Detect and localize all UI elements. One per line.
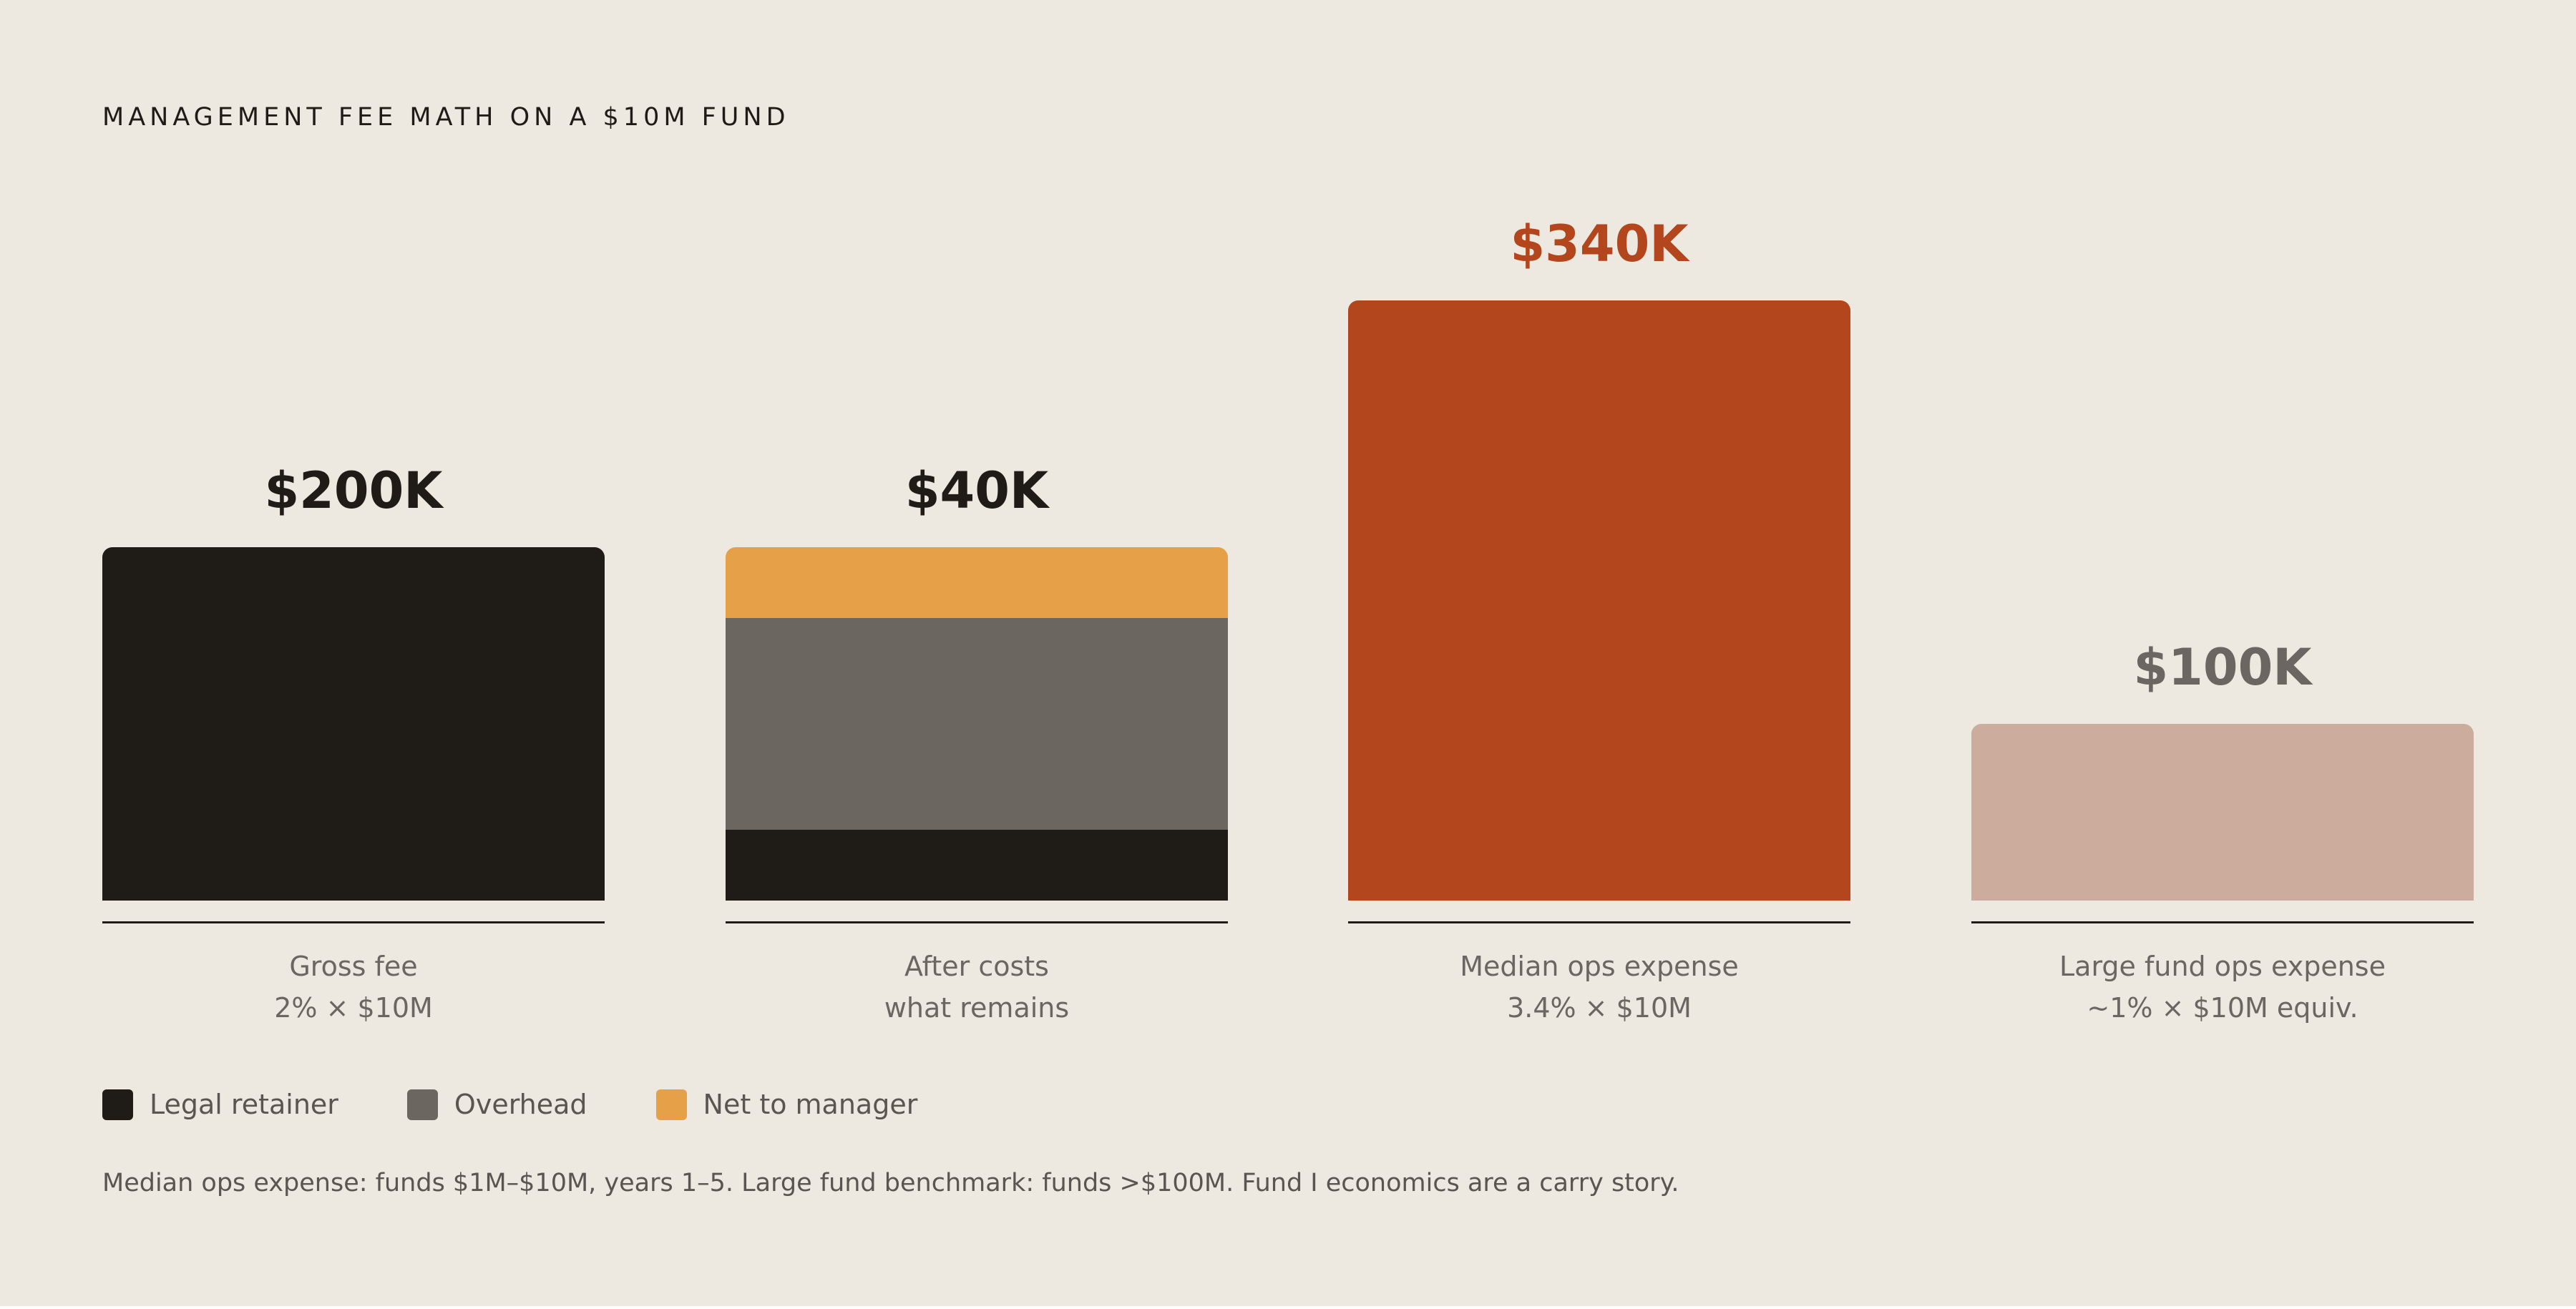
bar-1-segment-1 <box>102 547 605 901</box>
category-label-line2: 3.4% × $10M <box>1507 992 1692 1024</box>
category-label-line2: what remains <box>884 992 1070 1024</box>
bar-1-category-label: Gross fee 2% × $10M <box>102 946 605 1029</box>
bar-3 <box>1348 300 1850 901</box>
bar-4-value-label: $100K <box>2133 638 2312 697</box>
bar-1-baseline <box>102 921 605 923</box>
bar-2-segment-2 <box>726 618 1228 830</box>
bar-1 <box>102 547 605 901</box>
bar-2-category-label: After costs what remains <box>726 946 1228 1029</box>
chart-title: MANAGEMENT FEE MATH ON A $10M FUND <box>102 103 790 132</box>
category-label-line2: ~1% × $10M equiv. <box>2087 992 2358 1024</box>
bar-2-value-label: $40K <box>904 461 1049 521</box>
legend-label-legal-retainer: Legal retainer <box>150 1089 338 1120</box>
bar-3-baseline <box>1348 921 1850 923</box>
category-label-line1: Gross fee <box>289 951 418 982</box>
bar-3-value-label: $340K <box>1510 215 1689 273</box>
category-label-line1: After costs <box>904 951 1049 982</box>
legend-swatch-legal-retainer <box>102 1089 133 1120</box>
legend-label-overhead: Overhead <box>454 1089 587 1120</box>
bottom-rule <box>0 1306 2576 1309</box>
legend-item-legal-retainer: Legal retainer <box>102 1089 338 1120</box>
bar-3-segment-1 <box>1348 300 1850 901</box>
bar-3-category-label: Median ops expense 3.4% × $10M <box>1348 946 1850 1029</box>
bar-2 <box>726 547 1228 901</box>
legend-swatch-overhead <box>406 1089 438 1120</box>
category-label-line1: Median ops expense <box>1460 951 1739 982</box>
bar-4-segment-1 <box>1971 724 2474 901</box>
bar-4-baseline <box>1971 921 2474 923</box>
legend: Legal retainer Overhead Net to manager <box>102 1089 986 1120</box>
bar-2-segment-1 <box>726 830 1228 901</box>
footnote: Median ops expense: funds $1M–$10M, year… <box>102 1169 1679 1197</box>
category-label-line1: Large fund ops expense <box>2059 951 2386 982</box>
bar-1-value-label: $200K <box>264 461 443 521</box>
legend-label-net-to-manager: Net to manager <box>703 1089 918 1120</box>
legend-item-net-to-manager: Net to manager <box>655 1089 918 1120</box>
legend-swatch-net-to-manager <box>655 1089 687 1120</box>
bar-2-segment-3 <box>726 547 1228 619</box>
bar-4-category-label: Large fund ops expense ~1% × $10M equiv. <box>1971 946 2474 1029</box>
bar-4 <box>1971 724 2474 901</box>
category-label-line2: 2% × $10M <box>274 992 433 1024</box>
bar-2-baseline <box>726 921 1228 923</box>
legend-item-overhead: Overhead <box>406 1089 587 1120</box>
